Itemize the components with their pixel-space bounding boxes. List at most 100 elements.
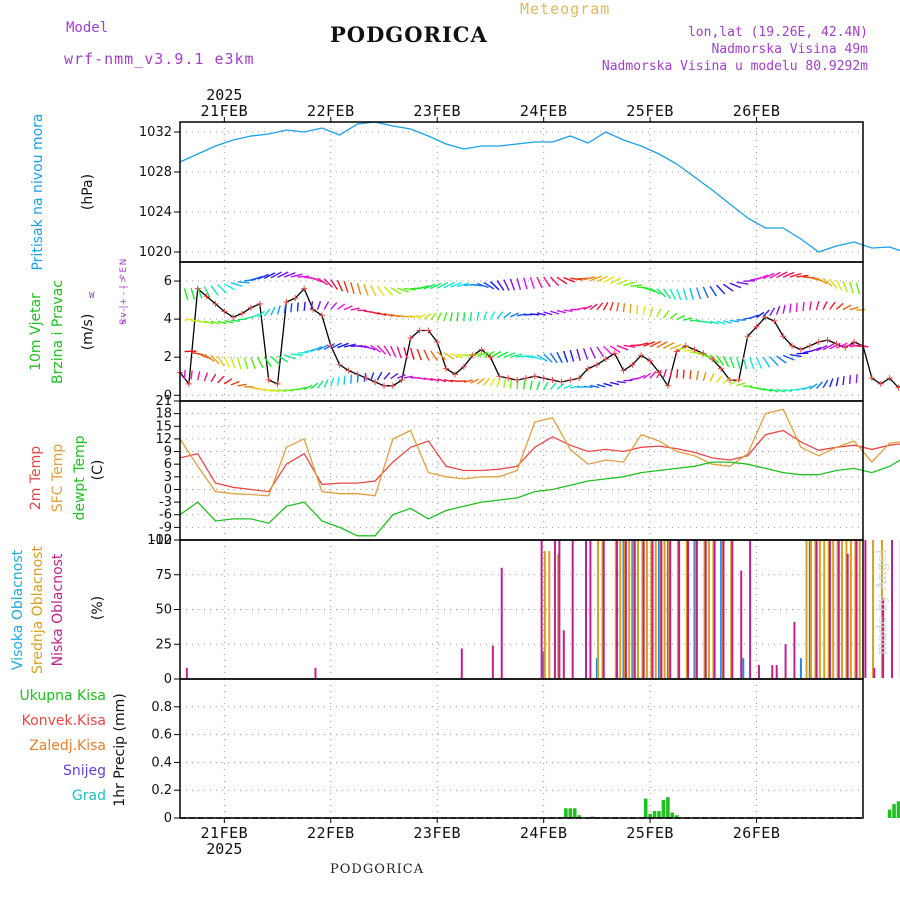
wind-vector	[735, 357, 741, 369]
wind-vector	[456, 312, 459, 322]
precip-series-0-bar	[643, 798, 648, 818]
cloud-ylabel-mid: Srednja Oblacnost	[30, 546, 46, 674]
wind-vector	[556, 383, 565, 390]
wind-speed-marker	[540, 375, 547, 382]
wind-vector	[742, 357, 748, 370]
top-axis-year: 2025	[206, 86, 242, 104]
wind-vector	[197, 371, 201, 381]
precip-series-0-bar	[887, 809, 892, 818]
wind-vector	[835, 302, 844, 310]
wind-vector	[716, 374, 723, 383]
wind-vector	[609, 301, 614, 311]
wind-vector	[469, 311, 473, 322]
wind-vector	[576, 306, 586, 311]
wind-vector	[190, 287, 196, 300]
lonlat-label: lon,lat (19.26E, 42.4N)	[687, 25, 868, 40]
precip-series-0-bar	[670, 812, 675, 818]
wind-vector	[210, 285, 219, 296]
wind-speed-marker	[868, 375, 875, 382]
wind-vector	[230, 282, 243, 288]
wind-vector	[430, 312, 437, 321]
wind-vector	[443, 378, 453, 383]
wind-speed-marker	[389, 382, 396, 389]
temperature-ytick-label: -3	[159, 495, 172, 510]
wind-vector	[496, 378, 501, 388]
precip-legend-2: Zaledj.Kisa	[29, 738, 106, 754]
wind-vector	[683, 317, 693, 321]
temp-ylabel-sfc: SFC Temp	[50, 444, 66, 513]
pressure-ytick-label: 1032	[139, 125, 172, 140]
wind-vector	[663, 342, 675, 349]
wind-vector	[277, 389, 287, 393]
wind-speed-marker	[505, 375, 512, 382]
wind-vector	[722, 283, 734, 292]
dir-arrow-down: v	[119, 312, 129, 318]
dir-bar-bottom: |	[119, 305, 129, 308]
wind-vector	[590, 384, 600, 389]
wind-vector	[310, 276, 323, 283]
wind-vector	[689, 351, 703, 354]
wind-vector	[789, 272, 802, 278]
wind-vector	[789, 353, 802, 358]
wind-vector	[210, 354, 220, 365]
wind-vector	[763, 388, 773, 392]
wind-vector	[676, 369, 679, 379]
wind-vector	[570, 385, 580, 389]
wind-vector	[802, 302, 805, 312]
temperature-series-0	[179, 429, 900, 493]
wind-vector	[596, 302, 604, 311]
wind-vector	[343, 343, 356, 348]
wind-vector	[649, 307, 654, 317]
wind-vector	[270, 388, 280, 393]
wind-vector	[842, 376, 845, 386]
wind-vector	[217, 320, 227, 325]
wind-vector	[503, 311, 512, 319]
wind-vector	[223, 356, 230, 368]
dir-east-west: <- - + - - > E	[119, 266, 129, 325]
wind-vector	[470, 283, 483, 287]
wind-vector	[669, 368, 673, 379]
wind-vector	[756, 387, 766, 391]
wind-vector	[423, 283, 436, 290]
wind-ylabel-1: 10m Vjetar	[28, 293, 44, 371]
wind-vector	[689, 370, 692, 380]
data-layer	[177, 121, 900, 818]
wind-vector	[662, 310, 670, 319]
wind-vector	[230, 380, 240, 386]
precip-series-0-bar	[892, 804, 896, 818]
wind-vector	[769, 356, 779, 366]
wind-vector	[323, 301, 330, 310]
wind-vector	[576, 348, 581, 361]
wind-speed-marker	[629, 361, 636, 368]
wind-vector	[729, 356, 735, 369]
wind-vector	[483, 311, 488, 321]
wind-vector	[290, 273, 303, 278]
wind-speed-marker	[203, 293, 210, 300]
wind-vector	[842, 280, 848, 293]
wind-vector	[629, 303, 632, 314]
wind-vector	[769, 307, 776, 316]
bottom-axis-label: 26FEB	[733, 824, 781, 842]
wind-vector	[543, 381, 549, 391]
wind-vector	[536, 312, 546, 316]
wind-vector	[343, 375, 346, 385]
wind-vector	[849, 344, 862, 348]
wind-speed-marker	[842, 344, 849, 351]
wind-vector	[643, 372, 652, 380]
wind-speed-marker	[185, 380, 192, 387]
wind-vector	[283, 272, 296, 278]
wind-vector	[603, 276, 615, 284]
wind-vector	[303, 301, 306, 311]
wind-speed-marker	[576, 375, 583, 382]
wind-vector	[496, 351, 509, 359]
wind-vector	[815, 301, 820, 311]
temperature-ytick-label: -12	[151, 533, 172, 548]
wind-speed-marker	[753, 323, 760, 330]
pressure-ylabel: Pritisak na nivou mora	[30, 113, 46, 270]
precip-legend-0: Ukupna Kisa	[19, 688, 106, 704]
wind-speed-marker	[469, 352, 476, 359]
wind-vector	[536, 276, 543, 289]
wind-vector	[543, 353, 553, 363]
wind-vector	[243, 357, 249, 370]
